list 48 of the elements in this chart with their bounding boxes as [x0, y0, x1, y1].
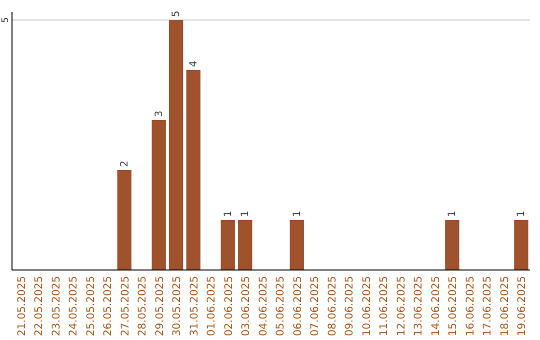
bar: [152, 120, 166, 270]
x-tick-label: 23.05.2025: [50, 276, 62, 336]
bar: [238, 220, 252, 270]
x-tick-label: 28.05.2025: [136, 276, 149, 336]
x-tick-label: 21.05.2025: [16, 276, 28, 336]
bar: [169, 20, 184, 270]
x-tick-label: 22.05.2025: [33, 276, 46, 336]
x-tick-label: 15.06.2025: [447, 276, 460, 336]
x-tick-label: 10.06.2025: [360, 276, 373, 336]
data-label: 3: [154, 110, 165, 117]
data-label: 1: [292, 210, 303, 217]
x-tick-label: 30.05.2025: [171, 276, 184, 336]
x-tick-label: 27.05.2025: [119, 276, 132, 336]
data-label: 1: [447, 210, 458, 217]
x-tick-label: 31.05.2025: [188, 276, 200, 336]
x-tick-label: 16.06.2025: [464, 276, 476, 336]
data-label: 1: [516, 210, 528, 217]
x-tick-label: 05.06.2025: [274, 276, 287, 336]
x-tick-label: 06.06.2025: [292, 276, 304, 336]
x-tick-label: 03.06.2025: [240, 276, 252, 336]
x-tick-label: 14.06.2025: [430, 276, 442, 336]
bar: [514, 220, 528, 270]
x-tick-label: 24.05.2025: [68, 276, 80, 336]
x-tick-label: 11.06.2025: [378, 276, 390, 336]
data-label: 5: [171, 10, 182, 17]
x-tick-label: 17.06.2025: [482, 276, 494, 336]
data-label: 1: [222, 210, 234, 217]
bar: [290, 220, 304, 270]
bar: [220, 220, 235, 270]
x-tick-label: 08.06.2025: [326, 276, 338, 336]
x-tick-label: 02.06.2025: [222, 276, 235, 336]
x-tick-label: 25.05.2025: [84, 276, 97, 336]
x-tick-label: 29.05.2025: [154, 276, 166, 336]
x-tick-label: 04.06.2025: [257, 276, 270, 336]
x-tick-label: 26.05.2025: [102, 276, 114, 336]
x-tick-label: 19.06.2025: [516, 276, 528, 336]
bar: [117, 170, 132, 270]
bar: [186, 70, 200, 270]
x-tick-label: 01.06.2025: [206, 276, 218, 336]
bar: [445, 220, 460, 270]
data-label: 1: [240, 210, 252, 217]
x-tick-label: 13.06.2025: [412, 276, 425, 336]
x-tick-label: 07.06.2025: [309, 276, 322, 336]
x-tick-label: 18.06.2025: [498, 276, 511, 336]
data-label: 4: [188, 60, 200, 67]
x-tick-label: 09.06.2025: [344, 276, 356, 336]
x-tick-label: 12.06.2025: [395, 276, 408, 336]
data-label: 2: [119, 160, 130, 167]
